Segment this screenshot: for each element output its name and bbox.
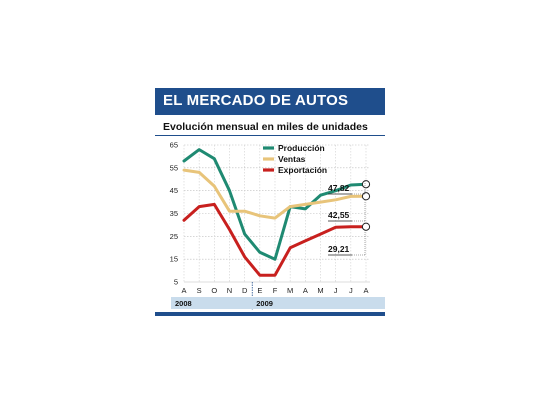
x-tick-label: N [227,286,232,295]
year-label: 2008 [175,299,192,308]
series-line-ventas [182,168,368,220]
x-tick-label: O [211,286,217,295]
series-line-producción [182,148,368,261]
x-tick-label: J [334,286,338,295]
end-marker [361,222,371,231]
x-tick-label: A [363,286,368,295]
y-tick-label: 15 [170,255,178,264]
end-marker [361,180,371,189]
title-bar: EL MERCADO DE AUTOS [155,88,385,115]
y-tick-label: 65 [170,141,178,150]
end-value-label: 47,82 [328,183,350,193]
series-line-exportación [182,202,368,277]
end-value-label: 29,21 [328,244,350,254]
x-tick-label: D [242,286,248,295]
y-tick-label: 35 [170,209,178,218]
legend-label: Exportación [278,165,327,175]
y-tick-label: 55 [170,163,178,172]
x-tick-label: M [287,286,293,295]
x-tick-label: M [317,286,323,295]
x-tick-label: S [197,286,202,295]
x-tick-label: J [349,286,353,295]
y-tick-label: 5 [174,278,178,287]
y-tick-label: 25 [170,232,178,241]
legend-label: Ventas [278,154,306,164]
legend-label: Producción [278,143,325,153]
x-tick-label: F [273,286,278,295]
y-tick-label: 45 [170,186,178,195]
chart-subtitle: Evolución mensual en miles de unidades [163,121,368,133]
chart-title: EL MERCADO DE AUTOS [163,92,349,109]
end-marker [361,192,371,201]
x-tick-label: A [303,286,308,295]
year-label: 2009 [256,299,273,308]
chart-graphic: EL MERCADO DE AUTOS Evolución mensual en… [155,88,385,316]
end-value-label: 42,55 [328,210,350,220]
x-tick-label: A [181,286,186,295]
x-tick-label: E [257,286,262,295]
subtitle-divider [155,135,385,136]
bottom-rule [155,312,385,316]
year-band [171,297,385,309]
